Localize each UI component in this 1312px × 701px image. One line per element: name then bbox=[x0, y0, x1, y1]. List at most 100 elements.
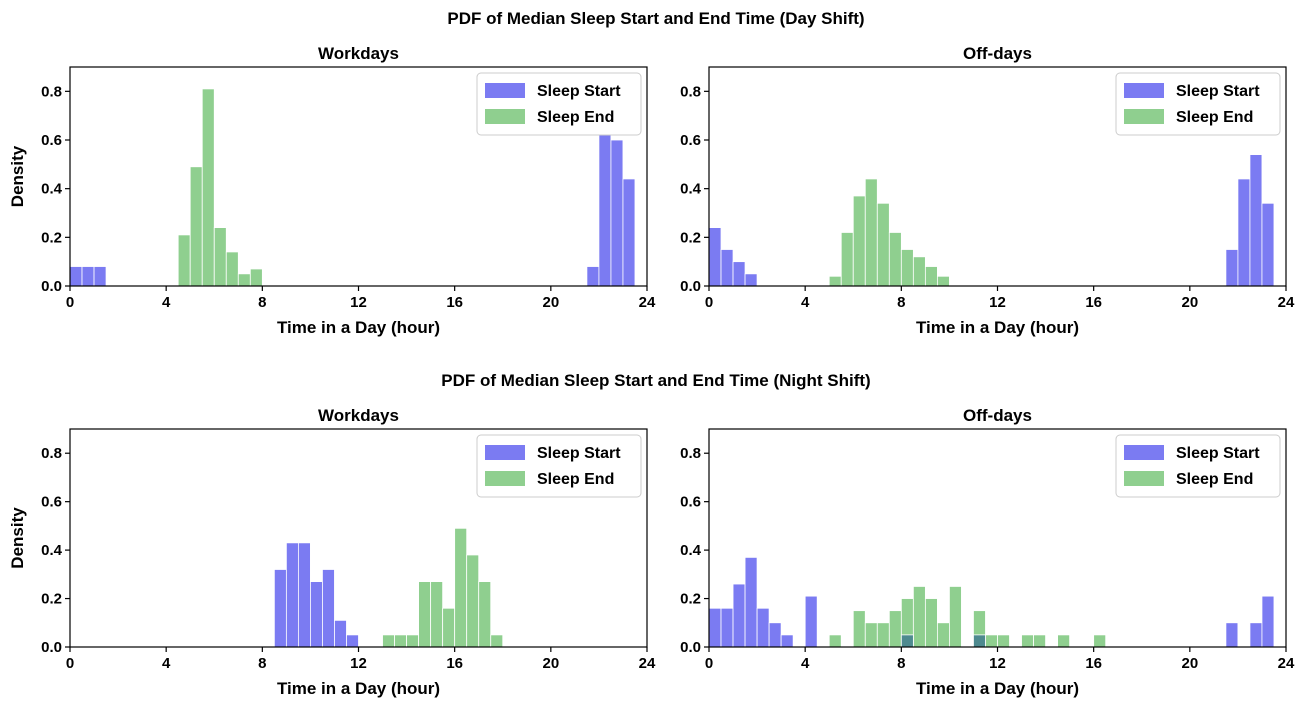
x-tick-label: 8 bbox=[258, 655, 266, 672]
bar-sleep-start-3 bbox=[310, 581, 323, 648]
bar-sleep-end-2 bbox=[201, 88, 215, 287]
bar-sleep-start-1 bbox=[285, 542, 299, 648]
bar-sleep-end-4 bbox=[888, 610, 902, 648]
bars bbox=[708, 556, 1275, 648]
y-tick-label: 0.8 bbox=[680, 445, 701, 462]
chart-panel-2: Off-days 0 4 8 12 16 20 24 0.0 0.2 0.4 0.6 0.8 Time i… bbox=[680, 44, 1295, 337]
legend-label-sleep-end: Sleep End bbox=[537, 109, 614, 126]
legend: Sleep Start Sleep End bbox=[1115, 72, 1281, 136]
bars bbox=[708, 154, 1275, 287]
x-tick-label: 24 bbox=[639, 294, 656, 311]
y-tick-label: 0.0 bbox=[680, 278, 701, 295]
x-tick-label: 24 bbox=[1278, 655, 1295, 672]
bar-sleep-start-2 bbox=[732, 583, 746, 648]
legend-swatch-sleep-end bbox=[1124, 471, 1164, 486]
bar-sleep-end-9 bbox=[936, 275, 950, 287]
bar-sleep-end-16 bbox=[1093, 634, 1107, 648]
bar-sleep-start-7 bbox=[804, 595, 818, 648]
bar-sleep-start-0 bbox=[273, 569, 287, 648]
x-tick-label: 16 bbox=[446, 655, 463, 672]
x-tick-label: 16 bbox=[1085, 655, 1102, 672]
bar-sleep-start-12 bbox=[1261, 595, 1275, 648]
bar-sleep-end-0 bbox=[177, 234, 191, 287]
bar-sleep-end-15 bbox=[1057, 634, 1071, 648]
suptitle-day-shift: PDF of Median Sleep Start and End Time (… bbox=[447, 9, 864, 28]
y-axis-label: Density bbox=[8, 145, 27, 207]
bar-sleep-start-4 bbox=[598, 132, 612, 287]
panel-title: Workdays bbox=[318, 44, 399, 63]
bar-sleep-end-7 bbox=[466, 554, 480, 648]
bar-sleep-start-6 bbox=[1249, 154, 1263, 287]
bar-sleep-end-6 bbox=[454, 527, 468, 648]
chart-panel-1: Workdays 0 4 8 12 16 20 24 0.0 0.2 0.4 0.6 0.8 Time i… bbox=[8, 44, 656, 337]
bar-sleep-start-5 bbox=[1237, 178, 1251, 287]
bar-sleep-end-8 bbox=[924, 266, 938, 287]
y-tick-label: 0.4 bbox=[680, 181, 702, 198]
bar-sleep-end-11 bbox=[985, 634, 998, 648]
x-axis-label: Time in a Day (hour) bbox=[916, 318, 1079, 337]
x-tick-label: 0 bbox=[705, 294, 713, 311]
y-tick-label: 0.2 bbox=[680, 229, 701, 246]
x-tick-label: 8 bbox=[897, 655, 905, 672]
bar-sleep-start-5 bbox=[334, 619, 347, 648]
bar-sleep-end-9 bbox=[490, 634, 504, 648]
chart-panel-3: Workdays 0 4 8 12 16 20 24 0.0 0.2 0.4 0.6 0.8 Time i… bbox=[8, 406, 656, 698]
bar-sleep-end-0 bbox=[828, 275, 842, 287]
legend-label-sleep-end: Sleep End bbox=[1176, 471, 1253, 488]
bar-sleep-end-1 bbox=[394, 634, 407, 648]
panel-title: Workdays bbox=[318, 406, 399, 425]
bar-sleep-end-14 bbox=[1033, 634, 1046, 648]
bar-sleep-end-6 bbox=[249, 268, 263, 287]
legend-swatch-sleep-end bbox=[485, 471, 525, 486]
bar-sleep-start-6 bbox=[780, 634, 794, 648]
x-tick-label: 4 bbox=[801, 655, 810, 672]
bar-sleep-start-3 bbox=[586, 266, 600, 287]
x-tick-label: 20 bbox=[542, 294, 559, 311]
bar-sleep-end-2 bbox=[852, 195, 866, 287]
x-tick-label: 12 bbox=[350, 655, 367, 672]
x-tick-label: 0 bbox=[705, 655, 713, 672]
bar-sleep-start-1 bbox=[81, 266, 95, 287]
x-tick-label: 20 bbox=[1181, 655, 1198, 672]
x-tick-label: 12 bbox=[989, 655, 1006, 672]
bar-sleep-end-5 bbox=[442, 607, 456, 648]
bar-sleep-start-0 bbox=[708, 227, 722, 287]
bar-sleep-start-3 bbox=[744, 273, 758, 287]
chart-panel-4: Off-days 0 4 8 12 16 20 24 0.0 0.2 0.4 0.6 0.8 Time i… bbox=[680, 406, 1295, 698]
bar-sleep-start-2 bbox=[732, 261, 746, 287]
bar-sleep-start-2 bbox=[93, 266, 107, 287]
legend-swatch-sleep-start bbox=[1124, 83, 1164, 98]
legend: Sleep Start Sleep End bbox=[476, 434, 642, 498]
bar-sleep-end-13 bbox=[1021, 634, 1034, 648]
bar-sleep-start-11 bbox=[1249, 622, 1263, 648]
y-tick-label: 0.6 bbox=[41, 132, 62, 149]
x-tick-label: 20 bbox=[542, 655, 559, 672]
bar-sleep-start-1 bbox=[720, 607, 734, 648]
bar-sleep-start-0 bbox=[708, 607, 722, 648]
legend: Sleep Start Sleep End bbox=[476, 72, 642, 136]
x-tick-label: 24 bbox=[639, 655, 656, 672]
x-tick-label: 20 bbox=[1181, 294, 1198, 311]
bar-sleep-end-4 bbox=[430, 581, 444, 648]
bar-sleep-end-3 bbox=[213, 227, 227, 287]
y-tick-label: 0.6 bbox=[680, 494, 701, 511]
bar-sleep-end-9 bbox=[949, 586, 962, 648]
bar-sleep-end-1 bbox=[189, 166, 203, 287]
bar-sleep-end-0 bbox=[382, 634, 395, 648]
bars bbox=[273, 527, 504, 648]
panel-title: Off-days bbox=[963, 406, 1032, 425]
bar-sleep-start-3 bbox=[744, 556, 758, 648]
bar-sleep-end-4 bbox=[225, 251, 239, 287]
bar-sleep-start-0 bbox=[69, 266, 83, 287]
x-tick-label: 4 bbox=[162, 655, 171, 672]
y-tick-label: 0.6 bbox=[680, 132, 701, 149]
bar-sleep-end-1 bbox=[852, 610, 866, 648]
legend-swatch-sleep-end bbox=[485, 109, 525, 124]
legend-swatch-sleep-end bbox=[1124, 109, 1164, 124]
bar-sleep-end-8 bbox=[478, 581, 492, 648]
legend-swatch-sleep-start bbox=[1124, 445, 1164, 460]
legend-label-sleep-start: Sleep Start bbox=[1176, 83, 1260, 100]
legend-label-sleep-start: Sleep Start bbox=[1176, 445, 1260, 462]
y-tick-label: 0.0 bbox=[41, 639, 62, 656]
